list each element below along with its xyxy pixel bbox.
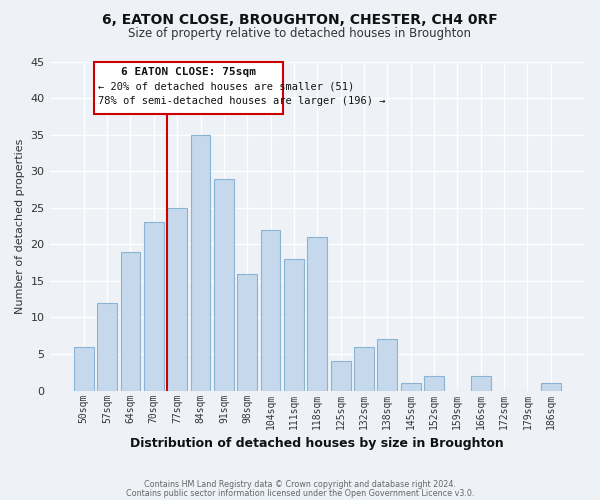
Text: Size of property relative to detached houses in Broughton: Size of property relative to detached ho… bbox=[128, 28, 472, 40]
Text: Contains public sector information licensed under the Open Government Licence v3: Contains public sector information licen… bbox=[126, 489, 474, 498]
Bar bbox=[121, 252, 140, 390]
Bar bbox=[307, 237, 327, 390]
Bar bbox=[331, 362, 350, 390]
Text: Contains HM Land Registry data © Crown copyright and database right 2024.: Contains HM Land Registry data © Crown c… bbox=[144, 480, 456, 489]
Bar bbox=[354, 347, 374, 391]
Bar bbox=[74, 347, 94, 391]
Bar bbox=[401, 384, 421, 390]
Bar bbox=[260, 230, 280, 390]
Bar bbox=[541, 384, 560, 390]
X-axis label: Distribution of detached houses by size in Broughton: Distribution of detached houses by size … bbox=[130, 437, 504, 450]
Bar bbox=[471, 376, 491, 390]
Bar bbox=[238, 274, 257, 390]
Text: 6, EATON CLOSE, BROUGHTON, CHESTER, CH4 0RF: 6, EATON CLOSE, BROUGHTON, CHESTER, CH4 … bbox=[102, 12, 498, 26]
Bar bbox=[424, 376, 444, 390]
Text: 6 EATON CLOSE: 75sqm: 6 EATON CLOSE: 75sqm bbox=[121, 66, 256, 76]
Y-axis label: Number of detached properties: Number of detached properties bbox=[15, 138, 25, 314]
Bar bbox=[377, 340, 397, 390]
Bar bbox=[97, 303, 117, 390]
Text: 78% of semi-detached houses are larger (196) →: 78% of semi-detached houses are larger (… bbox=[98, 96, 385, 106]
FancyBboxPatch shape bbox=[94, 62, 283, 114]
Bar bbox=[191, 134, 211, 390]
Bar bbox=[284, 259, 304, 390]
Bar bbox=[144, 222, 164, 390]
Text: ← 20% of detached houses are smaller (51): ← 20% of detached houses are smaller (51… bbox=[98, 81, 354, 91]
Bar bbox=[214, 178, 234, 390]
Bar bbox=[167, 208, 187, 390]
